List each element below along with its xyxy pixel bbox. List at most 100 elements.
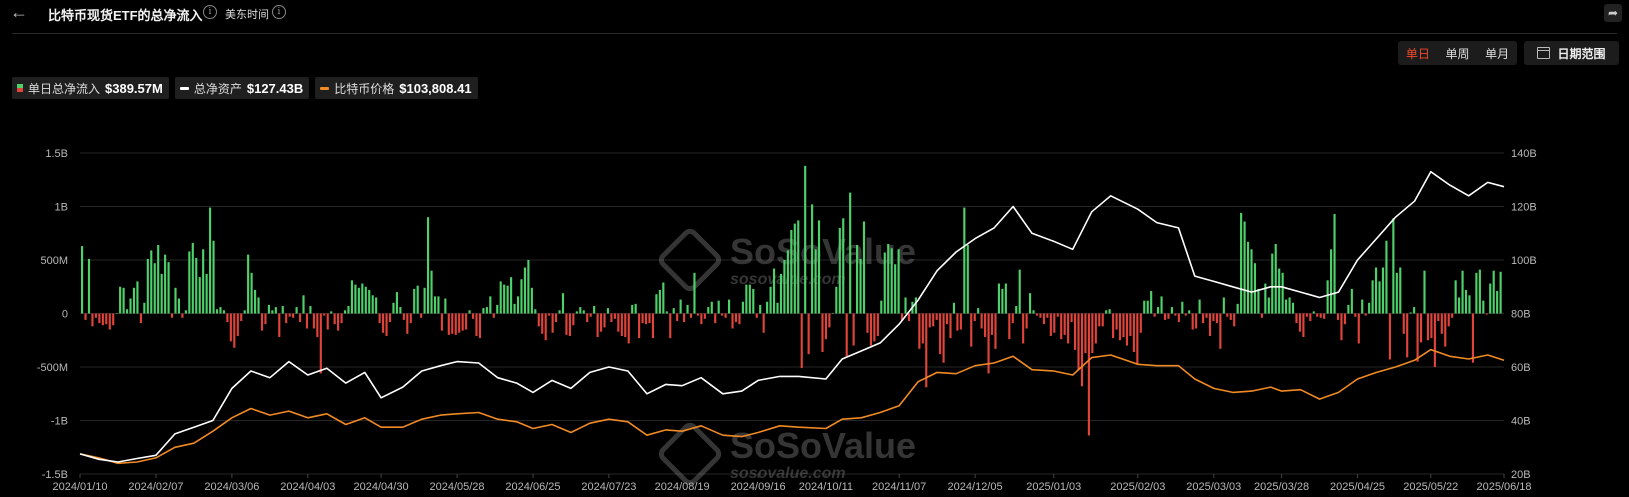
flow-bar	[579, 307, 582, 314]
flow-bar	[1350, 288, 1353, 314]
flow-bar	[1188, 310, 1191, 314]
flow-bar	[849, 192, 852, 314]
flow-bar	[651, 313, 655, 339]
flow-bar	[1354, 313, 1357, 317]
flow-bar	[157, 245, 160, 314]
flow-bar	[1132, 313, 1135, 353]
flow-bar	[1150, 291, 1153, 314]
flow-bar	[575, 311, 578, 314]
flow-bar	[184, 310, 187, 314]
x-axis-tick-label: 2025/03/03	[1186, 481, 1241, 493]
flow-bar	[1077, 313, 1080, 371]
flow-bar	[876, 313, 879, 336]
info-icon[interactable]: i	[203, 5, 217, 19]
x-axis-tick-label: 2024/09/16	[731, 481, 786, 493]
date-range-label: 日期范围	[1557, 46, 1606, 61]
flow-bar	[1011, 313, 1014, 324]
flow-bar	[800, 313, 803, 369]
flow-bar	[703, 313, 706, 319]
inflow-bars	[81, 165, 1502, 436]
flow-bar	[741, 301, 744, 314]
flow-bar	[1250, 249, 1253, 314]
flow-bar	[1347, 304, 1350, 314]
flow-bar	[274, 307, 277, 314]
x-axis-tick-label: 2025/04/25	[1330, 481, 1385, 493]
flow-bar	[520, 279, 523, 314]
flow-bar	[1423, 270, 1426, 314]
flow-bar	[1008, 313, 1011, 340]
flow-bar	[952, 302, 956, 314]
period-weekly-button[interactable]: 单周	[1445, 46, 1470, 61]
flow-bar	[240, 313, 243, 321]
flow-bar	[679, 299, 682, 314]
flow-bar	[1485, 313, 1488, 315]
x-axis-tick-label: 2024/10/11	[799, 481, 853, 493]
flow-bar	[516, 296, 520, 314]
flow-bar	[1201, 313, 1205, 324]
flow-bar	[1046, 313, 1049, 318]
flow-bar	[1357, 313, 1360, 344]
flow-bar	[1409, 312, 1412, 314]
legend-item-net-assets[interactable]: 总净资产 $127.43B	[174, 77, 310, 99]
legend-item-daily-net-inflow[interactable]: 单日总净流入 $389.57M	[12, 77, 169, 99]
flow-bar	[1157, 307, 1160, 314]
flow-bar	[786, 250, 789, 314]
period-monthly-button[interactable]: 单月	[1485, 46, 1510, 61]
flow-bar	[838, 227, 841, 314]
flow-bar	[568, 313, 571, 336]
flow-bar	[1170, 307, 1173, 314]
flow-bar	[253, 289, 257, 314]
flow-bar	[828, 313, 831, 328]
flow-bar	[1281, 272, 1284, 314]
flow-bar	[112, 313, 115, 326]
flow-bar	[1060, 313, 1063, 340]
flow-bar	[1118, 313, 1122, 341]
flow-bar	[984, 313, 987, 338]
arrow-left-icon[interactable]: ←	[10, 2, 28, 22]
flow-bar	[544, 313, 547, 341]
flow-bar	[101, 313, 104, 326]
flow-bar	[1181, 301, 1184, 314]
flow-bar	[534, 309, 537, 314]
flow-bar	[1361, 299, 1364, 314]
legend-item-btc-price[interactable]: 比特币价格 $103,808.41	[315, 77, 478, 99]
flow-bar	[1129, 313, 1132, 336]
x-axis-tick-label: 2025/06/18	[1476, 481, 1531, 493]
flow-bar	[1392, 218, 1395, 314]
flow-bar	[866, 313, 869, 333]
flow-bar	[288, 313, 291, 317]
flow-bar	[1015, 306, 1018, 314]
flow-bar	[364, 286, 367, 314]
flow-bar	[94, 313, 97, 318]
flow-bar	[658, 289, 661, 314]
flow-bar	[530, 287, 533, 314]
flow-bar	[1143, 300, 1146, 314]
flow-bar	[1285, 299, 1288, 314]
flow-bar	[1125, 313, 1129, 346]
flow-bar	[250, 272, 253, 314]
flow-bar	[440, 313, 443, 331]
flow-bar	[727, 299, 731, 314]
flow-bar	[139, 313, 142, 324]
flow-bar	[613, 313, 616, 319]
left-axis-labels: 1.5B 1B 500M 0 -500M -1B -1.5B	[37, 148, 68, 481]
flow-bar	[755, 313, 758, 318]
flow-bar	[1454, 280, 1457, 314]
share-icon[interactable]: ➦	[1604, 4, 1622, 22]
flow-bar	[842, 218, 845, 314]
flow-bar	[309, 306, 312, 314]
flow-bar	[956, 313, 959, 331]
period-daily-button[interactable]: 单日	[1405, 46, 1430, 61]
flow-bar	[153, 263, 156, 314]
flow-bar	[617, 313, 620, 332]
flow-bar	[665, 311, 668, 314]
date-range-button[interactable]: 日期范围	[1524, 41, 1619, 65]
right-axis-tick-label: 100B	[1511, 255, 1537, 267]
flow-bar	[84, 313, 87, 320]
timezone-info-icon[interactable]: i	[272, 5, 286, 19]
flow-bar	[105, 313, 108, 325]
flow-bar	[91, 313, 94, 327]
flow-bar	[1112, 313, 1115, 339]
flow-bar	[1368, 302, 1371, 314]
